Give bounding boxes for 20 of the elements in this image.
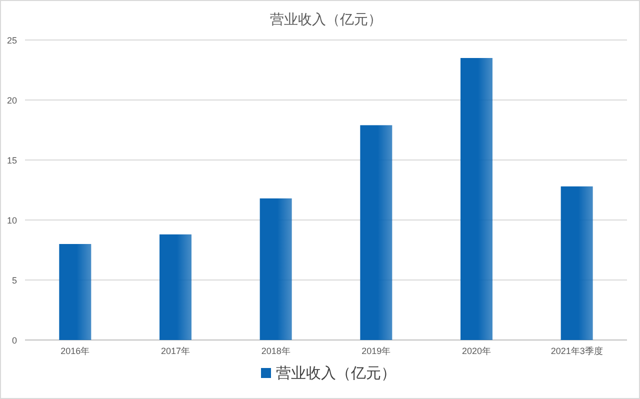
x-tick-label: 2021年3季度: [550, 346, 603, 356]
x-tick-label: 2018年: [261, 346, 290, 356]
bar: [360, 125, 392, 340]
bar: [59, 244, 92, 340]
x-tick-label: 2017年: [160, 346, 190, 356]
legend-label: 营业收入（亿元）: [276, 365, 396, 382]
x-tick-label: 2020年: [462, 346, 492, 356]
x-tick-label: 2019年: [362, 346, 391, 356]
y-tick-label: 15: [6, 156, 17, 166]
y-tick-label: 20: [6, 96, 17, 106]
bar: [560, 186, 593, 340]
x-tick-label: 2016年: [60, 346, 90, 356]
y-tick-label: 10: [6, 216, 17, 226]
y-tick-label: 0: [12, 336, 17, 346]
y-tick-label: 25: [6, 36, 17, 46]
bar: [260, 198, 292, 340]
y-tick-label: 5: [12, 276, 17, 286]
bar: [460, 58, 492, 340]
chart-title: 营业收入（亿元）: [270, 11, 382, 27]
bar: [160, 234, 192, 340]
